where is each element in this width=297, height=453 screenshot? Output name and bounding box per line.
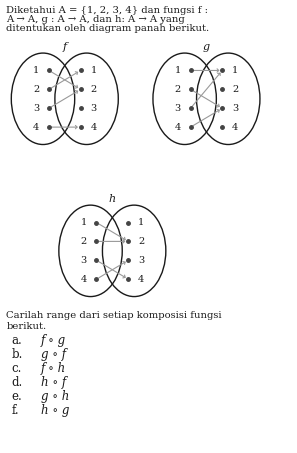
Text: 2: 2 xyxy=(232,85,238,94)
Text: 4: 4 xyxy=(232,123,238,132)
Text: Diketahui A = {1, 2, 3, 4} dan fungsi f :: Diketahui A = {1, 2, 3, 4} dan fungsi f … xyxy=(6,6,208,15)
Text: ditentukan oleh diagram panah berikut.: ditentukan oleh diagram panah berikut. xyxy=(6,24,209,33)
Text: 3: 3 xyxy=(80,256,87,265)
Text: 2: 2 xyxy=(175,85,181,94)
Text: f ∘ g: f ∘ g xyxy=(41,334,66,347)
Text: A → A, g : A → A, dan h: A → A yang: A → A, g : A → A, dan h: A → A yang xyxy=(6,15,185,24)
Text: 3: 3 xyxy=(175,104,181,113)
Text: 1: 1 xyxy=(80,218,87,227)
Text: 1: 1 xyxy=(33,66,39,75)
Text: 3: 3 xyxy=(138,256,144,265)
Text: e.: e. xyxy=(11,390,22,403)
Text: f: f xyxy=(63,42,67,52)
Text: c.: c. xyxy=(11,362,22,375)
Text: f ∘ h: f ∘ h xyxy=(41,362,66,375)
Text: 4: 4 xyxy=(33,123,39,132)
Text: h ∘ f: h ∘ f xyxy=(41,376,66,389)
Text: 1: 1 xyxy=(138,218,144,227)
Text: berikut.: berikut. xyxy=(6,323,46,332)
Text: a.: a. xyxy=(11,334,22,347)
Text: 1: 1 xyxy=(90,66,97,75)
Text: g ∘ h: g ∘ h xyxy=(41,390,69,403)
Text: f.: f. xyxy=(11,404,19,417)
Text: 2: 2 xyxy=(138,237,144,246)
Text: 2: 2 xyxy=(90,85,97,94)
Text: 2: 2 xyxy=(80,237,87,246)
Text: 4: 4 xyxy=(90,123,97,132)
Text: g ∘ f: g ∘ f xyxy=(41,348,66,361)
Text: 4: 4 xyxy=(138,275,144,284)
Text: 2: 2 xyxy=(33,85,39,94)
Text: 1: 1 xyxy=(232,66,238,75)
Text: 4: 4 xyxy=(80,275,87,284)
Text: h: h xyxy=(109,194,116,204)
Text: 3: 3 xyxy=(33,104,39,113)
Text: 1: 1 xyxy=(175,66,181,75)
Text: 3: 3 xyxy=(90,104,97,113)
Text: d.: d. xyxy=(11,376,23,389)
Text: h ∘ g: h ∘ g xyxy=(41,404,69,417)
Text: 3: 3 xyxy=(232,104,238,113)
Text: g: g xyxy=(203,42,210,52)
Text: Carilah range dari setiap komposisi fungsi: Carilah range dari setiap komposisi fung… xyxy=(6,312,222,320)
Text: b.: b. xyxy=(11,348,23,361)
Text: 4: 4 xyxy=(175,123,181,132)
